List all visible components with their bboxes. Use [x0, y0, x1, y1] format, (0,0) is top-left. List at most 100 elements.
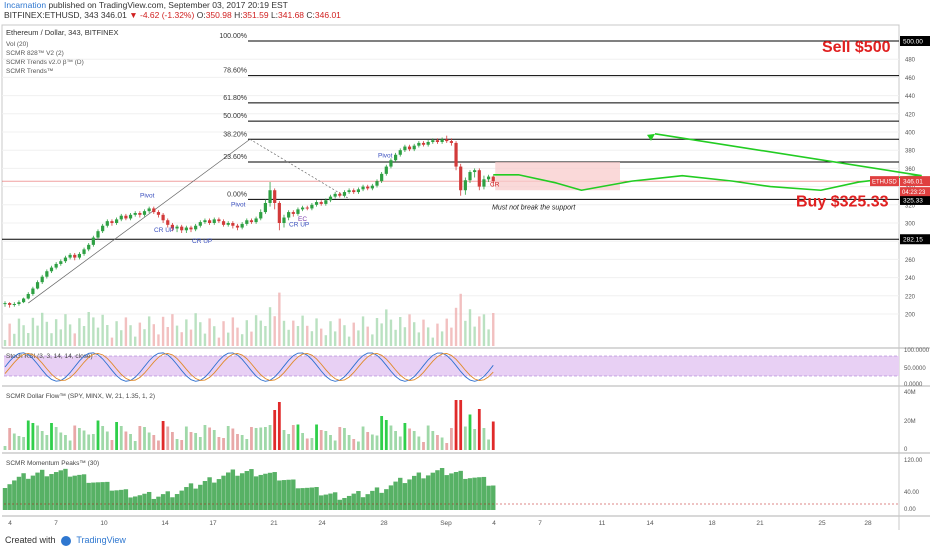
volume-bar	[422, 319, 425, 346]
momentum-bar	[230, 469, 236, 510]
candle-body	[231, 223, 235, 226]
money-flow-bar	[115, 422, 118, 450]
momentum-bar	[151, 498, 156, 510]
chart-canvas[interactable]: Ethereum / Dollar, 343, BITFINEX Vol (20…	[0, 0, 932, 530]
candle-body	[394, 154, 398, 161]
volume-bar	[306, 325, 309, 346]
sell-target-label: Sell $500	[822, 39, 891, 56]
time-tick-label: 21	[270, 520, 278, 527]
money-flow-bar	[440, 437, 444, 450]
momentum-bar	[351, 493, 356, 510]
money-flow-bar	[12, 433, 16, 450]
momentum-bar	[239, 473, 245, 510]
momentum-bar	[374, 487, 380, 510]
money-flow-bar	[417, 436, 421, 450]
publish-info: published on TradingView.com, September …	[48, 0, 288, 10]
volume-bar	[282, 320, 286, 346]
time-tick-label: 7	[538, 520, 542, 527]
candle-body	[282, 217, 286, 223]
volume-bar	[338, 318, 341, 346]
volume-bar	[394, 329, 397, 346]
volume-bar	[227, 332, 230, 346]
money-flow-bar	[231, 428, 235, 450]
candle-body	[487, 176, 491, 180]
candle-body	[268, 190, 272, 203]
momentum-bar	[281, 480, 287, 510]
momentum-bar	[477, 477, 482, 510]
volume-bar	[268, 307, 272, 346]
money-flow-bar	[264, 427, 267, 450]
momentum-bar	[212, 482, 217, 510]
c-label: C:	[306, 10, 315, 20]
candle-body	[152, 208, 156, 213]
money-flow-bar	[166, 426, 170, 450]
price-tick-label: 400	[905, 131, 916, 137]
money-flow-bar	[54, 427, 58, 450]
volume-bar	[445, 318, 448, 346]
buy-target-label: Buy $325.33	[796, 194, 889, 211]
momentum-bar	[249, 469, 254, 510]
fib-level-label: 61.80%	[223, 95, 247, 102]
money-flow-bar	[189, 432, 193, 450]
time-tick-label: 24	[318, 520, 326, 527]
momentum-bar	[439, 468, 445, 510]
candle-body	[375, 181, 379, 186]
indicator-trends: SCMR Trends™	[6, 68, 53, 75]
rsi-k-line	[4, 352, 494, 382]
candle-body	[338, 193, 342, 196]
publish-line: Incarnation published on TradingView.com…	[4, 0, 928, 10]
candle-body	[407, 146, 412, 150]
volume-bar	[222, 321, 225, 346]
price-tick-label: 420	[905, 112, 916, 118]
money-flow-bar	[296, 424, 300, 450]
momentum-bar	[360, 497, 366, 510]
candle-body	[212, 219, 216, 223]
volume-bar	[301, 315, 304, 346]
volume-bar	[468, 309, 472, 346]
candle-body	[273, 190, 277, 203]
candle-body	[101, 225, 105, 232]
volume-bar	[213, 326, 216, 346]
h-label: H:	[234, 10, 243, 20]
time-axis: 4 7 10 14 17 21 24 28 Sep 4 7 11 14 18 21 25 28	[8, 520, 872, 527]
candle-body	[175, 226, 179, 229]
candle-body	[40, 276, 44, 283]
momentum-bar	[467, 478, 473, 510]
author-link[interactable]: Incarnation	[4, 0, 47, 10]
momentum-bar	[105, 481, 110, 510]
momentum-bar	[472, 477, 477, 510]
volume-bar	[482, 314, 486, 346]
money-flow-bar	[459, 400, 463, 450]
momentum-bar	[253, 476, 259, 510]
candle-body	[180, 226, 184, 231]
momentum-bar	[170, 497, 175, 510]
candle-body	[17, 302, 21, 304]
momentum-bar	[193, 488, 198, 510]
support-price-tag-bg	[900, 194, 930, 205]
momentum-bar	[384, 489, 389, 510]
momentum-bar	[388, 485, 394, 510]
projection-zone	[495, 162, 620, 191]
footer-brand[interactable]: TradingView	[76, 535, 126, 545]
candle-body	[138, 212, 142, 215]
momentum-bar	[332, 492, 338, 510]
money-flow-bar	[22, 437, 25, 450]
money-flow-bar	[347, 435, 351, 450]
flow-tick-0: 0	[904, 447, 908, 453]
momentum-bar	[119, 489, 124, 510]
volume-bar	[82, 326, 86, 346]
momentum-bar	[305, 487, 310, 510]
candle-body	[77, 253, 81, 258]
volume-bar	[180, 332, 183, 346]
volume-bar	[87, 312, 90, 346]
momentum-bar	[295, 488, 301, 510]
momentum-bar	[277, 480, 282, 510]
volume-bar	[324, 335, 328, 346]
volume-bar	[450, 327, 453, 346]
time-tick-label: 17	[209, 520, 217, 527]
candle-body	[96, 231, 100, 238]
volume-bar	[175, 325, 179, 346]
momentum-bar	[26, 478, 31, 510]
footer: Created with TradingView	[0, 531, 932, 550]
volume-bar	[473, 326, 476, 346]
